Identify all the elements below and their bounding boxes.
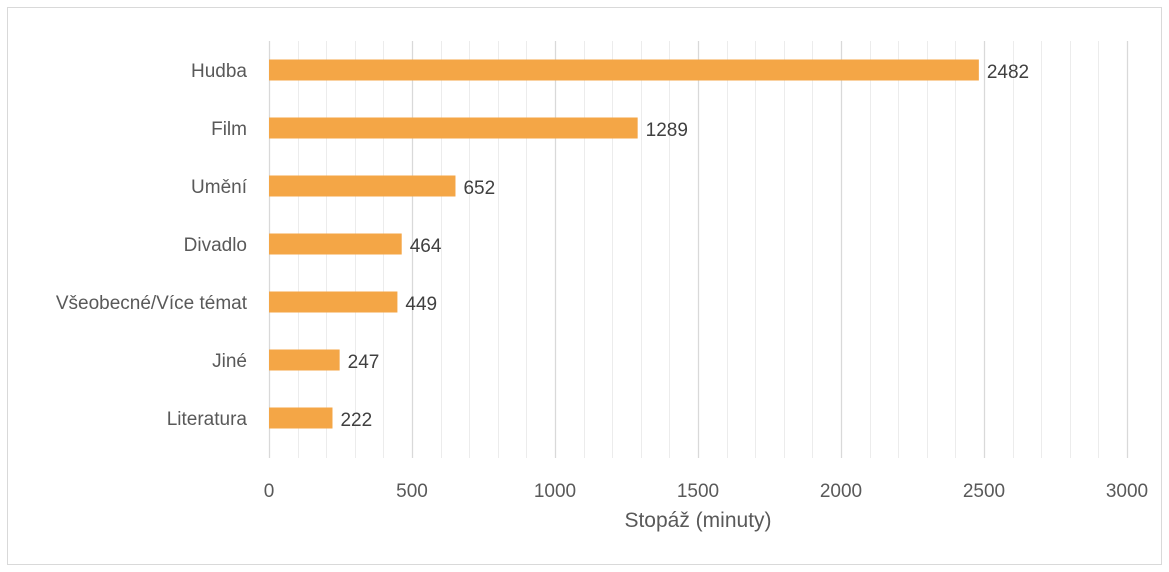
x-tick-label: 1000 [534, 481, 576, 502]
data-label: 464 [410, 236, 442, 257]
category-label: Literatura [167, 409, 248, 430]
bar [269, 117, 638, 139]
data-label: 449 [405, 294, 437, 315]
x-tick-label: 0 [264, 481, 275, 502]
x-tick-label: 2000 [820, 481, 862, 502]
bar [269, 233, 402, 255]
category-labels: Hudba Film Umění Divadlo Všeobecné/Více téma… [56, 61, 248, 430]
bar [269, 407, 333, 429]
data-labels: 2482 1289 652 464 449 247 222 [340, 62, 1029, 431]
category-label: Hudba [191, 61, 247, 82]
bar [269, 59, 979, 81]
minor-gridlines [298, 41, 1099, 458]
bar [269, 175, 456, 197]
data-label: 222 [340, 410, 372, 431]
x-tick-label: 3000 [1106, 481, 1148, 502]
category-label: Divadlo [184, 235, 247, 256]
x-tick-label: 1500 [677, 481, 719, 502]
category-label: Umění [191, 177, 248, 198]
x-tick-label: 500 [396, 481, 428, 502]
data-label: 247 [348, 352, 380, 373]
data-label: 652 [463, 178, 495, 199]
bars [269, 59, 979, 429]
bar [269, 291, 398, 313]
category-label: Jiné [212, 351, 247, 372]
x-tick-labels: 0 500 1000 1500 2000 2500 3000 [264, 481, 1148, 502]
data-label: 2482 [987, 62, 1029, 83]
x-tick-label: 2500 [963, 481, 1005, 502]
bar [269, 349, 340, 371]
data-label: 1289 [646, 120, 688, 141]
category-label: Všeobecné/Více témat [56, 293, 248, 314]
category-label: Film [211, 119, 247, 140]
x-axis-title: Stopáž (minuty) [624, 509, 771, 532]
